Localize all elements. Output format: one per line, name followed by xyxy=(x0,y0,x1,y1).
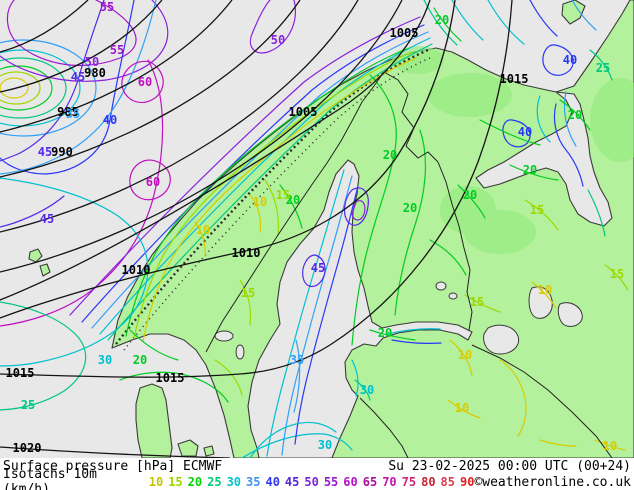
scale-value-65: 65 xyxy=(362,475,378,489)
legend-isotach-title: Isotachs 10m (km/h) xyxy=(3,467,97,490)
scale-value-55: 55 xyxy=(323,475,339,489)
map-graphic xyxy=(0,0,634,458)
legend-row-isotachs: Isotachs 10m (km/h) 10 15 20 25 30 35 40 45 50 55… xyxy=(0,467,634,490)
scale-value-50: 50 xyxy=(304,475,319,489)
scale-value-40: 40 xyxy=(265,475,280,489)
legend-row-pressure: Surface pressure [hPa] ECMWF Su 23-02-20… xyxy=(0,458,634,474)
land-shading xyxy=(392,46,634,254)
isotach-scale: 10 15 20 25 30 35 40 45 50 55 60 65 70 75 80 85 90 xyxy=(149,476,475,488)
legend-isotach-group: Isotachs 10m (km/h) 10 15 20 25 30 35 40 45 50 55… xyxy=(3,467,474,490)
weather-map: 980 985 990 1005 1005 1010 1010 1015 1015 1015 102… xyxy=(0,0,634,458)
scale-value-20: 20 xyxy=(187,475,203,489)
scale-value-25: 25 xyxy=(207,475,222,489)
lakes xyxy=(214,281,583,360)
scale-value-70: 70 xyxy=(382,475,397,489)
scale-value-85: 85 xyxy=(440,475,455,489)
isotach-contours xyxy=(0,0,629,458)
legend-pressure-title: Surface pressure [hPa] ECMWF xyxy=(3,458,223,474)
scale-value-30: 30 xyxy=(226,475,242,489)
scale-value-10: 10 xyxy=(148,475,164,489)
gulfs xyxy=(247,91,613,458)
scale-value-75: 75 xyxy=(401,475,417,489)
legend-copyright: ©weatheronline.co.uk xyxy=(474,474,631,490)
legend-datetime: Su 23-02-2025 00:00 UTC (00+24) xyxy=(388,458,631,474)
scale-value-15: 15 xyxy=(168,475,183,489)
isobar-lines xyxy=(0,0,513,458)
scale-value-80: 80 xyxy=(421,475,436,489)
border-lines xyxy=(205,71,613,458)
coast-detail xyxy=(115,48,431,351)
scale-value-60: 60 xyxy=(343,475,358,489)
legend-bar: Surface pressure [hPa] ECMWF Su 23-02-20… xyxy=(0,458,634,490)
scale-value-90: 90 xyxy=(460,475,475,489)
scale-value-45: 45 xyxy=(284,475,300,489)
scale-value-35: 35 xyxy=(246,475,261,489)
low-core-rings xyxy=(0,39,97,137)
